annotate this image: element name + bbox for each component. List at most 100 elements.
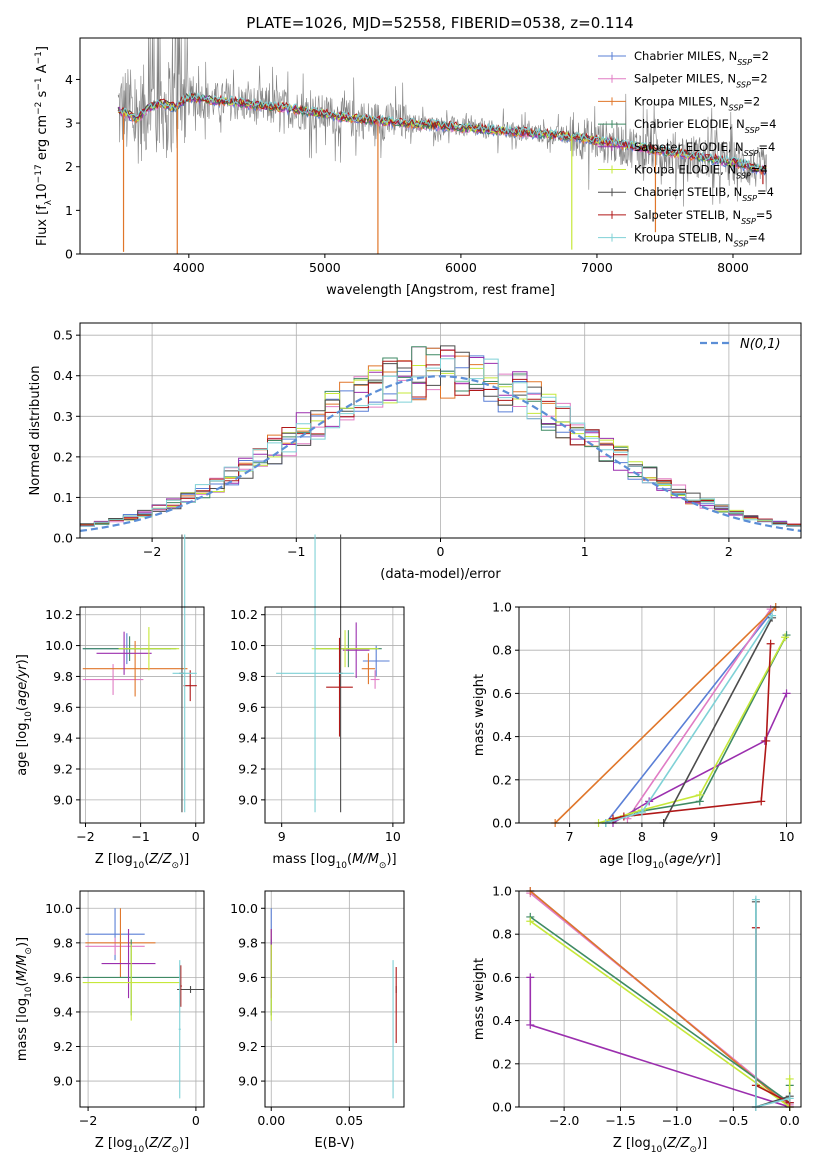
legend-label: Chabrier ELODIE, NSSP=4 <box>634 117 776 135</box>
legend-label-sub: SSP <box>729 103 744 112</box>
x-axis-label: (data-model)/error <box>380 567 501 582</box>
axes-frame <box>79 890 205 1108</box>
y-tick-label: 0.2 <box>492 1056 512 1071</box>
weight-line-kroupa-stelib <box>755 899 790 1109</box>
gaussian-curve <box>79 375 802 532</box>
x-axis-label: Z [log10(Z/Z⊙)] <box>95 1136 189 1155</box>
legend-label-tail: =4 <box>758 140 775 154</box>
y-tick-label: 9.4 <box>53 731 73 746</box>
x-tick-label: 0.05 <box>335 1113 363 1128</box>
weight-line-chabrier-stelib <box>755 901 790 1109</box>
legend-label-tail: =4 <box>757 185 774 199</box>
legend-label: Chabrier MILES, NSSP=2 <box>634 49 769 67</box>
label-part: Z/Z <box>148 1136 172 1151</box>
x-tick-label: −0.5 <box>718 1113 748 1128</box>
x-tick-label: −2 <box>143 544 161 559</box>
label-part: 10 <box>133 861 145 871</box>
label-part: λ <box>44 199 54 205</box>
legend-label-main: Kroupa ELODIE, N <box>634 163 736 177</box>
plot-area <box>117 38 767 254</box>
legend-label: Salpeter MILES, NSSP=2 <box>634 72 768 90</box>
label-part: s <box>35 90 50 101</box>
x-axis-label: Z [log10(Z/Z⊙)] <box>95 852 189 871</box>
label-part: ( <box>144 852 149 867</box>
weight-line-kroupa-miles <box>554 606 777 824</box>
x-tick-label: 6000 <box>445 260 477 275</box>
legend-label-main: Chabrier ELODIE, N <box>634 117 745 131</box>
x-tick-label: 0 <box>192 1113 200 1128</box>
weight-line-salpeter-elodie <box>612 693 788 824</box>
weight-marker-salpeter-stelib <box>766 639 775 648</box>
label-part: Z [log <box>613 1136 651 1151</box>
legend-label-tail: =4 <box>760 117 777 131</box>
y-tick-label: 10.0 <box>230 638 258 653</box>
y-axis-label: Flux [fλ10−17 erg cm−2 s−1 A−1] <box>34 46 54 246</box>
label-part: M/M <box>15 955 30 982</box>
y-tick-label: 0.0 <box>492 816 512 831</box>
panel-6: −2 09.09.29.49.69.810.0Z [log10(Z/Z⊙)]mas… <box>15 890 205 1155</box>
y-tick-label: 0.3 <box>53 409 73 424</box>
weight-line-salpeter-elodie <box>529 977 791 1109</box>
weight-marker-kroupa-elodie <box>781 633 790 642</box>
label-part: M/M <box>352 852 379 867</box>
plot-area <box>276 534 390 813</box>
label-part: )] <box>179 1136 189 1151</box>
y-tick-label: 2 <box>65 159 73 174</box>
model-spectrum-kroupa-stelib <box>118 90 767 171</box>
x-axis-label: wavelength [Angstrom, rest frame] <box>326 283 555 298</box>
x-tick-label: −2 <box>76 829 94 844</box>
legend-label-tail: =4 <box>751 163 768 177</box>
axes-frame <box>264 606 405 824</box>
y-tick-label: 9.0 <box>53 792 73 807</box>
label-part: 10 <box>24 711 34 723</box>
x-tick-label: 8 <box>638 829 646 844</box>
legend-label: Kroupa MILES, NSSP=2 <box>634 94 760 112</box>
y-tick-label: 9.2 <box>238 762 258 777</box>
weight-marker-kroupa-stelib <box>768 611 777 620</box>
panel-1: 4000 5000 6000 7000 8000 0 1 2 3 4 wavelength [Ang… <box>34 37 802 298</box>
x-tick-label: −1.0 <box>662 1113 692 1128</box>
legend-label-main: Chabrier MILES, N <box>634 49 737 63</box>
y-axis-label: age [log10(age/yr)] <box>15 654 34 776</box>
label-part: 10 <box>24 986 34 998</box>
y-tick-label: 0.8 <box>492 927 512 942</box>
x-tick-label: 5000 <box>309 260 341 275</box>
y-tick-label: 1.0 <box>492 600 512 615</box>
y-tick-label: 9.6 <box>53 970 73 985</box>
y-tick-label: 0.5 <box>53 328 73 343</box>
legend-label-sub: SSP <box>734 239 749 248</box>
y-tick-label: 0.8 <box>492 643 512 658</box>
label-part: erg cm <box>35 115 50 164</box>
panel-3: −2 −1 09.09.29.49.69.810.010.2Z [log10(Z/Z… <box>15 534 205 871</box>
y-axis-label: mass weight <box>472 958 487 1040</box>
label-part: )] <box>386 852 396 867</box>
x-tick-label: 7000 <box>581 260 613 275</box>
weight-line-salpeter-stelib <box>612 643 772 820</box>
y-tick-label: 9.0 <box>53 1074 73 1089</box>
model-spectrum-salpeter-stelib <box>117 93 767 172</box>
x-axis-label: Z [log10(Z/Z⊙)] <box>613 1136 707 1155</box>
label-part: −17 <box>34 164 44 183</box>
label-part: ( <box>347 852 352 867</box>
weight-marker-kroupa-stelib <box>637 808 646 817</box>
legend-label: Salpeter STELIB, NSSP=5 <box>634 208 773 226</box>
y-tick-label: 10.2 <box>230 607 258 622</box>
weight-line-chabrier-stelib <box>662 617 773 824</box>
x-tick-label: −2 <box>79 1113 97 1128</box>
y-tick-label: 0.4 <box>53 368 73 383</box>
label-part: mass [log <box>15 998 30 1061</box>
x-tick-label: 0 <box>437 544 445 559</box>
weight-marker-salpeter-stelib <box>757 797 766 806</box>
label-part: ( <box>15 981 30 986</box>
plot-area <box>270 908 397 1099</box>
label-part: ⊙ <box>24 947 34 955</box>
label-part: Z [log <box>95 1136 133 1151</box>
y-tick-label: 9.8 <box>238 669 258 684</box>
weight-marker-kroupa-elodie <box>526 917 535 926</box>
y-tick-label: 9.4 <box>238 1004 258 1019</box>
legend-label-tail: =2 <box>752 49 769 63</box>
label-part: ⊙ <box>171 1145 179 1155</box>
y-tick-label: 0 <box>65 247 73 262</box>
legend-label-main: Salpeter STELIB, N <box>634 208 741 222</box>
x-tick-label: 4000 <box>173 260 205 275</box>
